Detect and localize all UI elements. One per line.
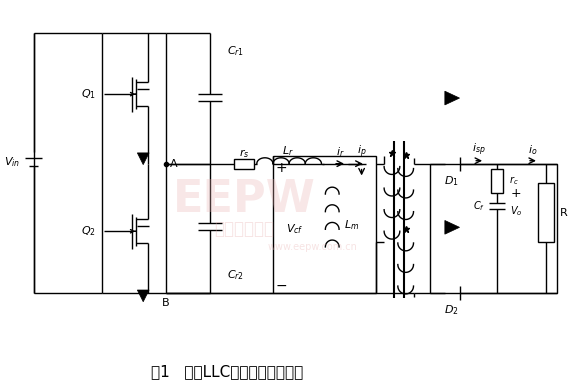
- Bar: [273, 156, 376, 293]
- Text: $i_r$: $i_r$: [336, 145, 344, 159]
- Text: $r_s$: $r_s$: [239, 147, 249, 160]
- Bar: [430, 164, 558, 293]
- Text: $i_o$: $i_o$: [529, 143, 538, 157]
- Polygon shape: [445, 221, 459, 234]
- Text: A: A: [170, 159, 177, 169]
- Text: $Q_2$: $Q_2$: [81, 224, 96, 238]
- Text: $L_r$: $L_r$: [282, 144, 294, 158]
- Text: +: +: [510, 187, 521, 199]
- Bar: [538, 183, 554, 242]
- Text: $L_m$: $L_m$: [344, 219, 359, 232]
- Text: $C_f$: $C_f$: [473, 199, 485, 213]
- Text: 电子产品世界: 电子产品世界: [214, 220, 274, 238]
- Bar: [235, 159, 254, 169]
- Text: $D_2$: $D_2$: [444, 304, 459, 317]
- Text: $V_o$: $V_o$: [510, 204, 523, 217]
- Text: EEPW: EEPW: [173, 178, 316, 221]
- Text: $V_{in}$: $V_{in}$: [3, 155, 20, 169]
- Text: $Q_1$: $Q_1$: [81, 87, 96, 101]
- Text: R: R: [559, 208, 567, 218]
- Polygon shape: [137, 290, 149, 302]
- Text: 图1   半桥LLC谐振变换器原理图: 图1 半桥LLC谐振变换器原理图: [151, 364, 303, 379]
- Text: $C_{r1}$: $C_{r1}$: [228, 44, 245, 58]
- Polygon shape: [137, 153, 149, 165]
- Text: $i_p$: $i_p$: [357, 144, 367, 160]
- Text: $C_{r2}$: $C_{r2}$: [228, 268, 245, 282]
- Text: +: +: [276, 161, 287, 175]
- Polygon shape: [445, 91, 459, 105]
- Text: www.eepw.com.cn: www.eepw.com.cn: [268, 242, 358, 252]
- Bar: [491, 169, 503, 193]
- Text: $i_{sp}$: $i_{sp}$: [472, 142, 486, 158]
- Text: $-$: $-$: [275, 278, 287, 292]
- Text: $r_c$: $r_c$: [509, 174, 518, 187]
- Text: B: B: [162, 298, 169, 308]
- Text: $V_{cf}$: $V_{cf}$: [286, 222, 304, 236]
- Text: $D_1$: $D_1$: [444, 174, 459, 188]
